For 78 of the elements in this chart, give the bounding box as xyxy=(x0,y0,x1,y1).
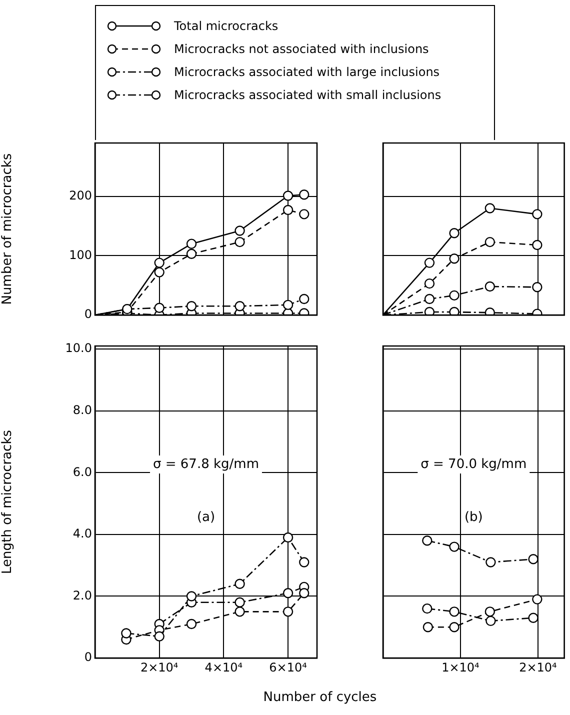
point xyxy=(484,236,496,248)
point xyxy=(449,542,460,552)
point xyxy=(486,616,496,626)
point xyxy=(484,281,496,292)
y-tick-label: 6.0 xyxy=(72,464,92,479)
point xyxy=(282,588,294,598)
point xyxy=(154,258,164,268)
point xyxy=(484,203,496,214)
annotation: σ = 67.8 kg/mm xyxy=(153,456,259,472)
point xyxy=(424,278,435,289)
point xyxy=(528,612,538,623)
point xyxy=(186,618,197,630)
annotation: (b) xyxy=(464,510,483,525)
point xyxy=(234,236,245,248)
point xyxy=(299,190,310,200)
point xyxy=(532,594,542,604)
point xyxy=(422,603,432,614)
point xyxy=(449,606,460,617)
point xyxy=(121,628,132,638)
y-tick-label: 10.0 xyxy=(65,341,92,356)
point xyxy=(186,301,197,312)
point xyxy=(449,228,460,238)
point xyxy=(299,588,310,598)
y-tick-label: 8.0 xyxy=(72,402,92,417)
point xyxy=(282,204,294,216)
point xyxy=(186,248,197,260)
point xyxy=(234,226,245,236)
annotation: (a) xyxy=(196,510,216,525)
point xyxy=(422,622,434,632)
point xyxy=(424,294,435,304)
y-axis-title: Number of microcracks xyxy=(0,153,16,305)
y-tick-label: 2.0 xyxy=(72,588,92,602)
point xyxy=(532,209,542,220)
point xyxy=(532,282,542,292)
point xyxy=(234,301,245,312)
point xyxy=(449,306,460,315)
point xyxy=(299,294,310,304)
point xyxy=(449,254,460,264)
legend-label: Total microcracks xyxy=(174,18,278,32)
point xyxy=(449,290,460,301)
point xyxy=(424,306,435,315)
point xyxy=(528,554,538,564)
x-tick-label: 2×10⁴ xyxy=(140,660,178,674)
point xyxy=(449,622,460,632)
point xyxy=(484,606,496,617)
y-tick-label: 4.0 xyxy=(72,526,92,541)
y-tick-label: 0 xyxy=(84,307,92,322)
x-tick-label: 2×10⁴ xyxy=(519,660,558,674)
y-axis-title: Length of microcracks xyxy=(0,430,16,574)
annotation: σ = 70.0 kg/mm xyxy=(420,456,527,472)
point xyxy=(186,591,197,602)
x-axis-title: Number of cycles xyxy=(262,690,378,705)
point xyxy=(234,578,245,589)
point xyxy=(282,606,294,617)
point xyxy=(486,557,496,568)
point xyxy=(154,267,164,278)
point xyxy=(154,302,164,313)
legend-label: Microcracks associated with large inclusions xyxy=(174,64,440,78)
point xyxy=(282,532,294,543)
x-tick-label: 4×10⁴ xyxy=(204,660,243,674)
point xyxy=(282,190,294,201)
point xyxy=(282,300,294,310)
legend-label: Microcracks not associated with inclusions xyxy=(174,42,429,56)
x-tick-label: 6×10⁴ xyxy=(269,660,308,674)
legend-label: Microcracks associated with small inclusions xyxy=(174,88,442,102)
y-tick-label: 100 xyxy=(69,248,92,262)
y-tick-label: 200 xyxy=(69,188,92,203)
point xyxy=(299,209,310,220)
point xyxy=(186,238,197,249)
point xyxy=(154,631,164,642)
point xyxy=(234,597,245,608)
point xyxy=(532,240,542,250)
x-tick-label: 1×10⁴ xyxy=(442,660,480,674)
point xyxy=(234,606,245,617)
point xyxy=(422,536,432,546)
y-tick-label: 0 xyxy=(84,650,92,664)
point xyxy=(424,258,435,268)
point xyxy=(299,557,310,568)
